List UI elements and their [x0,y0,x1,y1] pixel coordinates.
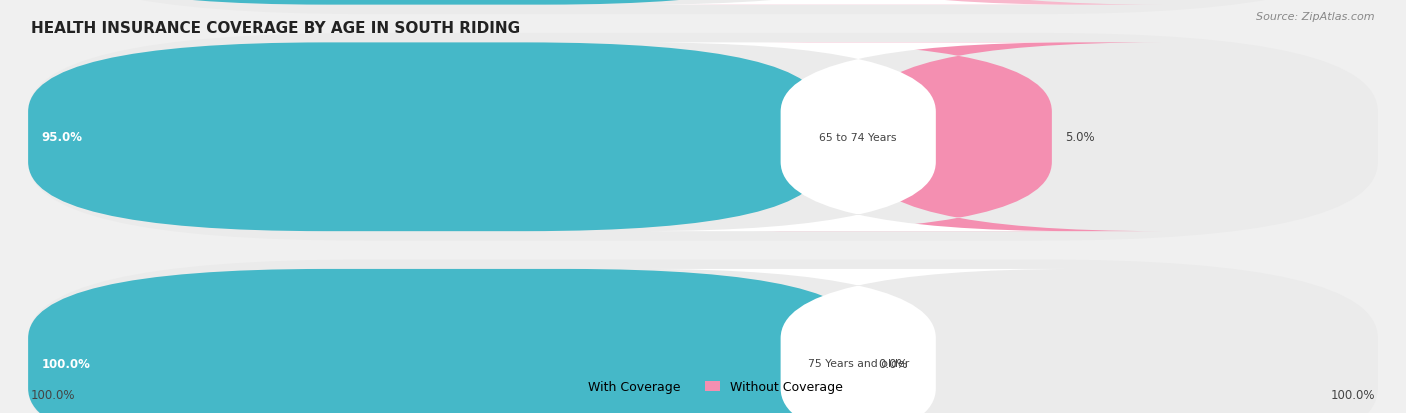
Text: 100.0%: 100.0% [42,357,90,370]
FancyBboxPatch shape [28,0,1378,15]
Text: 65 to 74 Years: 65 to 74 Years [820,133,897,142]
FancyBboxPatch shape [665,0,1161,6]
Text: 100.0%: 100.0% [31,388,76,401]
Text: 75 Years and older: 75 Years and older [807,358,908,368]
FancyBboxPatch shape [638,0,1077,6]
Text: 95.0%: 95.0% [42,131,83,144]
Legend: With Coverage, Without Coverage: With Coverage, Without Coverage [558,375,848,399]
FancyBboxPatch shape [28,43,823,232]
FancyBboxPatch shape [638,43,1077,232]
Text: 100.0%: 100.0% [1330,388,1375,401]
Text: Source: ZipAtlas.com: Source: ZipAtlas.com [1257,12,1375,22]
Text: HEALTH INSURANCE COVERAGE BY AGE IN SOUTH RIDING: HEALTH INSURANCE COVERAGE BY AGE IN SOUT… [31,21,520,36]
FancyBboxPatch shape [28,260,1378,413]
FancyBboxPatch shape [28,0,844,6]
FancyBboxPatch shape [755,43,1161,232]
FancyBboxPatch shape [638,269,1077,413]
FancyBboxPatch shape [28,269,865,413]
Text: 0.0%: 0.0% [879,357,908,370]
FancyBboxPatch shape [28,34,1378,241]
Text: 5.0%: 5.0% [1066,131,1095,144]
